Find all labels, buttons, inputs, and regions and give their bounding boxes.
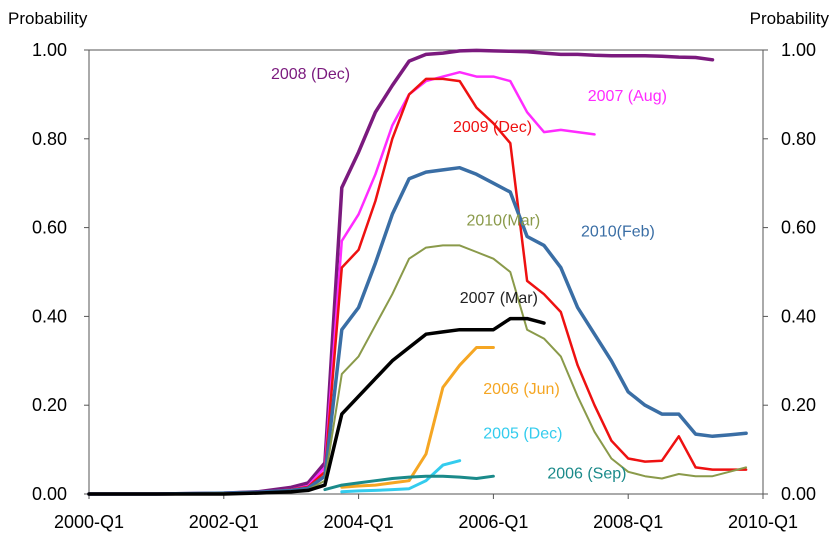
series-line-2008-dec [87,48,715,496]
y-tick-label-right: 0.60 [781,218,816,238]
series-label: 2007 (Mar) [460,290,538,307]
x-tick-label: 2008-Q1 [593,512,663,532]
y-tick-label-left: 0.40 [32,306,67,326]
series-line-2007-mar [87,316,546,496]
x-tick-label: 2010-Q1 [728,512,798,532]
series-line-2009-dec [87,77,748,496]
y-tick-label-right: 0.80 [781,129,816,149]
axes [84,49,768,499]
y-tick-label-right: 0.00 [781,484,816,504]
y-tick-label-left: 0.80 [32,129,67,149]
series-lines [87,48,748,496]
x-tick-label: 2002-Q1 [189,512,259,532]
y-tick-label-right: 1.00 [781,40,816,60]
series-line-2010-mar [88,244,748,495]
series-label: 2006 (Jun) [483,381,560,398]
series-label: 2006 (Sep) [547,465,626,482]
y-tick-label-left: 0.00 [32,484,67,504]
left-axis-title: Probability [8,9,88,28]
x-tick-label: 2000-Q1 [54,512,124,532]
series-label: 2007 (Aug) [588,88,667,105]
series-label: 2005 (Dec) [483,426,562,443]
series-labels: 2008 (Dec) 2007 (Aug) 2009 (Dec) 2010(Feb) 2… [271,66,667,483]
series-label: 2008 (Dec) [271,66,350,83]
plot-frame [88,49,764,495]
y-tick-label-right: 0.40 [781,306,816,326]
series-label: 2009 (Dec) [453,119,532,136]
right-axis-title: Probability [750,9,830,28]
series-line-2005-dec [340,459,462,494]
x-tick-label: 2006-Q1 [458,512,528,532]
y-tick-label-right: 0.20 [781,395,816,415]
series-line-2010-feb [87,165,748,496]
tick-labels: 0.00 0.00 0.20 0.20 0.40 0.40 0.60 0.60 0.80 0.80… [32,40,816,532]
y-tick-label-left: 0.20 [32,395,67,415]
x-tick-label: 2004-Q1 [324,512,394,532]
series-label: 2010(Feb) [581,223,655,240]
y-tick-label-left: 0.60 [32,218,67,238]
series-line-2006-jun [340,346,495,489]
series-label: 2010(Mar) [466,212,540,229]
y-tick-label-left: 1.00 [32,40,67,60]
series-line-2006-sep [323,474,495,492]
